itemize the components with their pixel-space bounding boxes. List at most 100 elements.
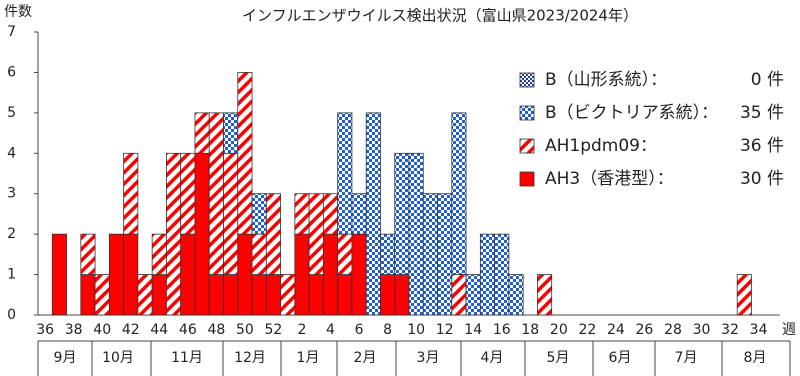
y-tick-label: 0	[7, 307, 16, 323]
x-tick-label: 16	[493, 322, 511, 338]
bar-segment	[80, 274, 96, 316]
x-tick-label: 6	[355, 322, 364, 338]
bar-segment	[208, 112, 224, 275]
legend-label: B（ビクトリア系統）：	[545, 103, 718, 123]
x-tick-label: 14	[464, 322, 482, 338]
bar-segment	[380, 274, 396, 316]
x-tick-label: 52	[265, 322, 283, 338]
bar-segment	[265, 274, 281, 316]
bar-segment	[223, 274, 239, 316]
x-tick-label: 2	[298, 322, 307, 338]
bar-segment	[251, 274, 267, 316]
month-label: 8月	[744, 350, 767, 366]
month-label: 1月	[297, 350, 320, 366]
bar-segment	[394, 152, 410, 275]
bar-segment	[479, 233, 496, 316]
bar-segment	[237, 72, 253, 235]
bar-segment	[337, 274, 353, 316]
bar-segment	[251, 233, 267, 275]
bar-segment	[322, 193, 339, 235]
x-tick-label: 12	[436, 322, 454, 338]
legend-swatch	[519, 138, 535, 154]
x-tick-label: 48	[207, 322, 225, 338]
bar-segment	[137, 274, 153, 316]
bar-segment	[508, 274, 524, 316]
bar-segment	[194, 152, 210, 316]
bar-segment	[151, 233, 167, 275]
legend-count: 30 件	[740, 169, 784, 189]
x-axis-label: 週	[782, 322, 796, 338]
bar-segment	[180, 233, 196, 316]
bar-segment	[422, 193, 438, 316]
y-axis-label: 件数	[4, 4, 32, 20]
y-tick-label: 6	[7, 64, 16, 80]
bar-segment	[180, 152, 196, 235]
month-label: 11月	[171, 350, 203, 366]
bar-segment	[351, 193, 367, 235]
bar-segment	[237, 233, 253, 316]
bar-segment	[294, 233, 310, 316]
bar-segment	[166, 152, 182, 316]
x-tick-label: 4	[326, 322, 335, 338]
bar-segment	[308, 274, 324, 316]
x-tick-label: 26	[636, 322, 654, 338]
chart-title: インフルエンザウイルス検出状況（富山県2023/2024年）	[242, 7, 638, 25]
x-tick-label: 32	[721, 322, 739, 338]
y-tick-label: 3	[7, 186, 16, 202]
bar-segment	[123, 152, 139, 235]
y-tick-label: 5	[7, 105, 16, 121]
x-tick-label: 10	[407, 322, 425, 338]
x-tick-label: 28	[664, 322, 682, 338]
x-tick-label: 42	[122, 322, 140, 338]
x-tick-label: 34	[750, 322, 768, 338]
legend-count: 36 件	[740, 136, 784, 156]
legend-swatch	[519, 105, 535, 121]
month-label: 6月	[609, 350, 632, 366]
bar-segment	[208, 274, 224, 316]
legend-swatch	[519, 171, 535, 187]
bar-segment	[251, 193, 267, 235]
x-tick-label: 40	[93, 322, 111, 338]
x-tick-label: 22	[578, 322, 596, 338]
bar-segment	[451, 274, 467, 316]
bar-segment	[280, 274, 296, 316]
y-tick-label: 1	[7, 267, 16, 283]
month-label: 4月	[481, 350, 504, 366]
x-tick-label: 18	[521, 322, 539, 338]
legend-label: B（山形系統）：	[545, 70, 667, 90]
x-tick-label: 36	[36, 322, 54, 338]
y-tick-label: 2	[7, 226, 16, 242]
month-label: 10月	[102, 350, 134, 366]
legend-swatch	[519, 72, 535, 88]
legend-count: 35 件	[740, 103, 784, 123]
bar-segment	[223, 152, 239, 275]
bar-segment	[337, 112, 353, 235]
bar-segment	[365, 112, 381, 316]
bar-segment	[465, 274, 481, 316]
bar-segment	[494, 233, 510, 316]
month-label: 2月	[354, 350, 377, 366]
legend-label: AH3（香港型）：	[545, 169, 674, 189]
y-tick-label: 7	[7, 24, 16, 40]
bar-segment	[151, 274, 167, 316]
bar-segment	[223, 112, 239, 154]
bar-segment	[308, 193, 324, 275]
x-tick-label: 38	[65, 322, 83, 338]
legend-count: 0 件	[751, 70, 784, 90]
month-label: 5月	[547, 350, 570, 366]
bar-segment	[537, 274, 553, 316]
bar-segment	[322, 233, 339, 316]
bar-segment	[294, 193, 310, 235]
bar-segment	[51, 233, 67, 316]
month-label: 12月	[234, 350, 266, 366]
bar-segment	[408, 152, 424, 316]
x-tick-label: 20	[550, 322, 568, 338]
month-label: 9月	[54, 350, 77, 366]
x-tick-label: 30	[693, 322, 711, 338]
bar-segment	[394, 274, 410, 316]
legend-label: AH1pdm09：	[545, 136, 657, 156]
bar-segment	[337, 233, 353, 275]
bar-segment	[437, 193, 453, 316]
bar-segment	[94, 274, 110, 316]
